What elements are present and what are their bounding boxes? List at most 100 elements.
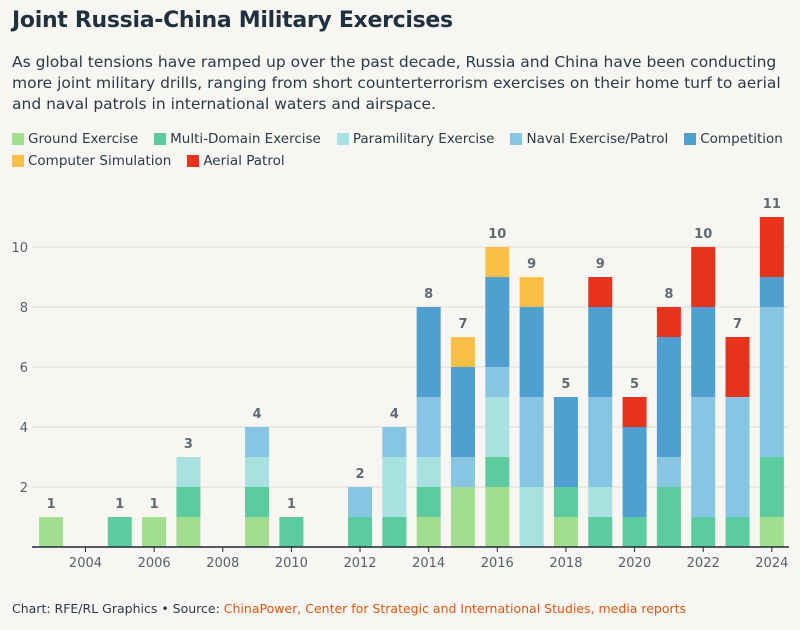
bar-segment-competition (416, 307, 441, 397)
bar-segment-competition (656, 337, 681, 457)
legend-swatch (187, 155, 200, 167)
bar-segment-naval-exercise-patrol (725, 397, 750, 517)
bar-segment-competition (519, 307, 544, 397)
bar-segment-multi-domain-exercise (382, 517, 407, 547)
legend-item-computer-simulation: Computer Simulation (12, 153, 171, 169)
bar-total-label: 8 (664, 287, 673, 302)
bar-segment-ground-exercise (245, 517, 270, 547)
bar-segment-naval-exercise-patrol (519, 397, 544, 487)
legend-label: Ground Exercise (28, 131, 139, 147)
bar-segment-paramilitary-exercise (245, 457, 270, 487)
bar-segment-computer-simulation (485, 247, 510, 277)
chart-subtitle: As global tensions have ramped up over t… (12, 53, 781, 113)
bar-segment-naval-exercise-patrol (691, 397, 716, 517)
bar-segment-competition (622, 427, 647, 517)
bar-segment-paramilitary-exercise (416, 457, 441, 487)
legend-swatch (12, 155, 24, 167)
bar-segment-multi-domain-exercise (656, 487, 681, 547)
legend-label: Aerial Patrol (203, 153, 285, 169)
bar-total-label: 5 (561, 377, 570, 392)
bar-segment-multi-domain-exercise (107, 517, 132, 547)
x-tick-label: 2004 (69, 556, 102, 571)
bar-segment-multi-domain-exercise (245, 487, 270, 517)
bar-segment-naval-exercise-patrol (759, 307, 784, 457)
legend-item-multi-domain-exercise: Multi-Domain Exercise (154, 131, 321, 147)
bar-total-label: 8 (424, 287, 433, 302)
bar-segment-naval-exercise-patrol (245, 427, 270, 457)
bar-segment-multi-domain-exercise (691, 517, 716, 547)
bar-segment-multi-domain-exercise (416, 487, 441, 517)
bar-segment-ground-exercise (450, 487, 475, 547)
bar-segment-multi-domain-exercise (348, 517, 373, 547)
legend-label: Paramilitary Exercise (352, 131, 495, 147)
bar-total-label: 4 (390, 407, 399, 422)
y-tick-label: 10 (11, 241, 28, 256)
bar-segment-naval-exercise-patrol (588, 397, 613, 487)
bar-segment-aerial-patrol (656, 307, 681, 337)
bar-total-label: 1 (287, 497, 296, 512)
x-tick-label: 2018 (549, 556, 582, 571)
bar-segment-naval-exercise-patrol (382, 427, 407, 457)
bar-segment-paramilitary-exercise (382, 457, 407, 517)
source-link[interactable]: ChinaPower, Center for Strategic and Int… (223, 601, 687, 616)
bar-total-label: 10 (488, 227, 506, 242)
bar-segment-aerial-patrol (691, 247, 716, 307)
bar-segment-ground-exercise (485, 487, 510, 547)
bar-segment-multi-domain-exercise (485, 457, 510, 487)
bar-total-label: 2 (355, 467, 364, 482)
bar-segment-naval-exercise-patrol (450, 457, 475, 487)
footer-credit: Chart: RFE/RL Graphics • Source: (12, 601, 224, 616)
bar-segment-ground-exercise (142, 517, 167, 547)
legend-item-naval-exercise-patrol: Naval Exercise/Patrol (510, 131, 668, 147)
bar-segment-paramilitary-exercise (588, 487, 613, 517)
x-tick-label: 2010 (275, 556, 308, 571)
y-tick-label: 2 (20, 481, 28, 496)
y-tick-label: 4 (20, 421, 28, 436)
x-tick-label: 2012 (343, 556, 376, 571)
bar-segment-competition (485, 277, 510, 367)
legend-swatch (684, 133, 697, 145)
y-tick-label: 6 (20, 361, 28, 376)
legend-swatch (510, 133, 523, 145)
bar-total-label: 4 (253, 407, 262, 422)
bar-total-label: 10 (694, 227, 712, 242)
legend-label: Multi-Domain Exercise (170, 131, 321, 147)
x-tick-label: 2006 (138, 556, 171, 571)
legend-item-ground-exercise: Ground Exercise (12, 131, 138, 147)
legend: Ground Exercise Multi-Domain Exercise Para… (12, 131, 792, 169)
x-tick-label: 2022 (687, 556, 720, 571)
bar-segment-paramilitary-exercise (176, 457, 201, 487)
bar-segment-ground-exercise (39, 517, 64, 547)
legend-swatch (154, 133, 167, 145)
bar-segment-computer-simulation (450, 337, 475, 367)
bar-segment-naval-exercise-patrol (485, 367, 510, 397)
x-tick-label: 2024 (755, 556, 788, 571)
chart-title: Joint Russia-China Military Exercises (12, 8, 453, 33)
bar-segment-competition (691, 307, 716, 397)
legend-item-aerial-patrol: Aerial Patrol (187, 153, 285, 169)
bar-segment-paramilitary-exercise (485, 397, 510, 457)
bar-segment-multi-domain-exercise (588, 517, 613, 547)
bar-segment-multi-domain-exercise (553, 487, 578, 517)
bar-segment-multi-domain-exercise (279, 517, 304, 547)
bar-segment-naval-exercise-patrol (656, 457, 681, 487)
legend-label: Competition (700, 131, 783, 147)
bar-total-label: 1 (47, 497, 56, 512)
x-tick-label: 2016 (481, 556, 514, 571)
bar-segment-computer-simulation (519, 277, 544, 307)
bar-segment-ground-exercise (759, 517, 784, 547)
bar-segment-competition (759, 277, 784, 307)
bar-segment-multi-domain-exercise (759, 457, 784, 517)
x-tick-label: 2020 (618, 556, 651, 571)
bar-total-label: 1 (115, 497, 124, 512)
y-tick-label: 8 (20, 301, 28, 316)
bar-total-label: 9 (527, 257, 536, 272)
bar-segment-multi-domain-exercise (176, 487, 201, 517)
legend-swatch (336, 133, 349, 145)
bar-total-label: 7 (458, 317, 467, 332)
x-tick-label: 2008 (206, 556, 239, 571)
bar-segment-multi-domain-exercise (725, 517, 750, 547)
bar-total-label: 7 (733, 317, 742, 332)
